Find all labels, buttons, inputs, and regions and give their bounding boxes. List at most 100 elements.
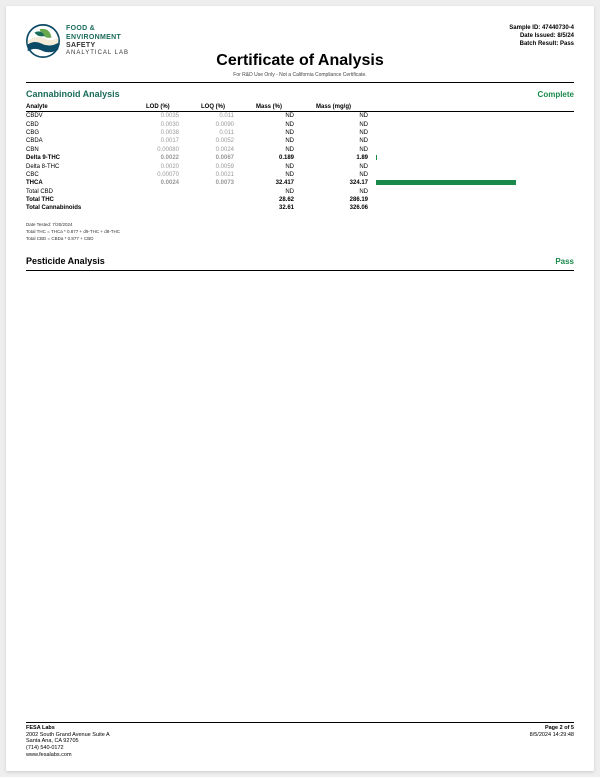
table-row: Delta 9-THC0.00220.00670.1891.89	[26, 154, 574, 162]
cell-massmg: 286.19	[316, 196, 376, 204]
footer-phone: (714) 540-0172	[26, 745, 110, 752]
footer-addr2: Santa Ana, CA 92705	[26, 738, 110, 745]
analysis-notes: Date Tested: 7/30/2024 Total THC = THCa …	[26, 221, 574, 243]
footer-addr1: 2002 South Grand Avenue Suite A	[26, 732, 110, 739]
cell-bar	[376, 204, 574, 212]
cell-bar	[376, 171, 574, 179]
cell-lod	[146, 204, 201, 212]
cell-lod	[146, 196, 201, 204]
table-row: Delta 8-THC0.00200.0059NDND	[26, 162, 574, 170]
table-row: CBDA0.00170.0052NDND	[26, 137, 574, 145]
cell-mass: ND	[256, 137, 316, 145]
cell-analyte: CBDA	[26, 137, 146, 145]
cell-analyte: Delta 9-THC	[26, 154, 146, 162]
logo-line1: FOOD &	[66, 25, 129, 33]
footer-page: Page 2 of 5	[530, 725, 574, 732]
cell-loq: 0.0059	[201, 162, 256, 170]
cell-bar	[376, 188, 574, 196]
th-analyte: Analyte	[26, 103, 146, 112]
result-bar	[376, 180, 516, 185]
table-row: CBDV0.00350.011NDND	[26, 112, 574, 121]
cannabinoid-status: Complete	[538, 90, 574, 99]
cell-bar	[376, 146, 574, 154]
footer-company: FESA Labs	[26, 725, 110, 732]
cell-massmg: 324.17	[316, 179, 376, 187]
cell-analyte: CBG	[26, 129, 146, 137]
cell-massmg: ND	[316, 112, 376, 121]
cell-lod	[146, 188, 201, 196]
logo-line2: ENVIRONMENT	[66, 34, 129, 42]
cell-bar	[376, 120, 574, 128]
cell-bar	[376, 179, 574, 187]
cell-massmg: ND	[316, 146, 376, 154]
sample-meta: Sample ID: 47440730-4 Date Issued: 8/5/2…	[509, 24, 574, 48]
cell-loq	[201, 204, 256, 212]
cell-massmg: ND	[316, 188, 376, 196]
cell-lod: 0.0022	[146, 154, 201, 162]
cell-bar	[376, 162, 574, 170]
cell-mass: 28.62	[256, 196, 316, 204]
note-date-tested: Date Tested: 7/30/2024	[26, 221, 574, 228]
cell-bar	[376, 154, 574, 162]
th-loq: LOQ (%)	[201, 103, 256, 112]
cell-lod: 0.00070	[146, 171, 201, 179]
cell-analyte: Total THC	[26, 196, 146, 204]
cell-lod: 0.0017	[146, 137, 201, 145]
table-row: Total Cannabinoids32.61326.06	[26, 204, 574, 212]
cell-mass: ND	[256, 188, 316, 196]
cell-analyte: CBDV	[26, 112, 146, 121]
cell-bar	[376, 112, 574, 121]
cell-analyte: CBD	[26, 120, 146, 128]
cell-analyte: CBN	[26, 146, 146, 154]
batch-result: Batch Result: Pass	[509, 40, 574, 48]
footer-divider	[26, 722, 574, 723]
cell-massmg: ND	[316, 129, 376, 137]
th-mass: Mass (%)	[256, 103, 316, 112]
cell-loq: 0.0052	[201, 137, 256, 145]
note-total-cbd: Total CBD = CBDa * 0.877 + CBD	[26, 235, 574, 242]
cell-lod: 0.00080	[146, 146, 201, 154]
cell-loq	[201, 188, 256, 196]
cell-loq: 0.0021	[201, 171, 256, 179]
page-subtitle: For R&D Use Only - Not a California Comp…	[26, 72, 574, 78]
footer-left: FESA Labs 2002 South Grand Avenue Suite …	[26, 725, 110, 759]
cell-mass: 32.61	[256, 204, 316, 212]
th-massmg: Mass (mg/g)	[316, 103, 376, 112]
cell-mass: ND	[256, 112, 316, 121]
th-bar	[376, 103, 574, 112]
logo-line3: SAFETY	[66, 42, 129, 50]
cell-mass: 32.417	[256, 179, 316, 187]
cell-lod: 0.0030	[146, 120, 201, 128]
footer-right: Page 2 of 5 8/5/2024 14:29:48	[530, 725, 574, 759]
cell-massmg: ND	[316, 162, 376, 170]
cell-massmg: ND	[316, 137, 376, 145]
cell-loq: 0.0090	[201, 120, 256, 128]
footer-timestamp: 8/5/2024 14:29:48	[530, 732, 574, 739]
body-spacer	[26, 271, 574, 721]
footer: FESA Labs 2002 South Grand Avenue Suite …	[26, 725, 574, 759]
cell-massmg: 326.06	[316, 204, 376, 212]
cell-lod: 0.0038	[146, 129, 201, 137]
cell-analyte: Total CBD	[26, 188, 146, 196]
cell-mass: ND	[256, 129, 316, 137]
cell-mass: ND	[256, 146, 316, 154]
sample-id: Sample ID: 47440730-4	[509, 24, 574, 32]
cell-loq: 0.0024	[201, 146, 256, 154]
report-page: FOOD & ENVIRONMENT SAFETY ANALYTICAL LAB…	[6, 6, 594, 771]
cell-mass: ND	[256, 171, 316, 179]
date-issued: Date Issued: 8/5/24	[509, 32, 574, 40]
pesticide-status: Pass	[555, 257, 574, 266]
cell-loq: 0.011	[201, 129, 256, 137]
cannabinoid-section-header: Cannabinoid Analysis Complete	[26, 89, 574, 99]
table-row: CBC0.000700.0021NDND	[26, 171, 574, 179]
table-row: CBN0.000800.0024NDND	[26, 146, 574, 154]
table-row: Total THC 28.62286.19	[26, 196, 574, 204]
title-divider	[26, 82, 574, 83]
cell-bar	[376, 137, 574, 145]
pesticide-title: Pesticide Analysis	[26, 256, 105, 266]
cell-mass: ND	[256, 120, 316, 128]
cell-loq: 0.0067	[201, 154, 256, 162]
cell-lod: 0.0035	[146, 112, 201, 121]
cell-loq	[201, 196, 256, 204]
result-bar	[376, 155, 377, 160]
